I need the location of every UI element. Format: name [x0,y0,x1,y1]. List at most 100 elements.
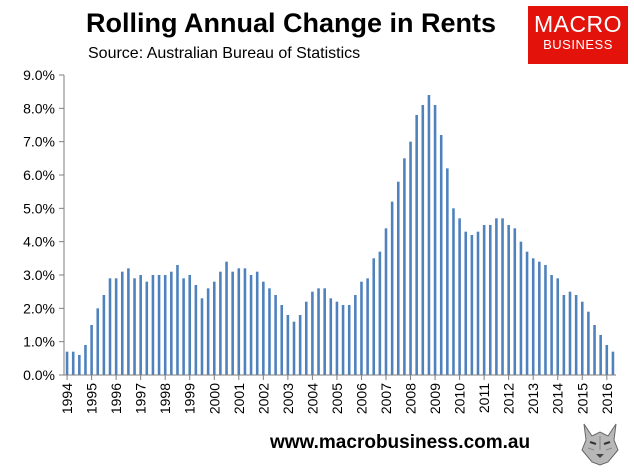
x-tick-label: 2003 [280,383,296,414]
bar [114,278,118,375]
bar [556,278,560,375]
y-tick-label: 7.0% [23,134,55,150]
bar [304,301,308,375]
bar [341,305,345,375]
bar [476,231,480,375]
bar [446,168,449,375]
x-tick-label: 2011 [476,383,492,413]
x-tick-label: 1998 [157,383,173,414]
bar [587,311,590,375]
bar [482,225,486,375]
bar [298,315,302,375]
bar [360,281,363,375]
bar [605,345,609,375]
y-tick-label: 0.0% [23,367,55,383]
bar [151,275,155,375]
footer-url[interactable]: www.macrobusiness.com.au [270,432,531,453]
bar [427,95,431,375]
logo-line-2: BUSINESS [543,37,613,52]
chart-subtitle: Source: Australian Bureau of Statistics [88,45,361,62]
bar [163,275,167,375]
bar [544,265,547,375]
bar [243,268,247,375]
x-tick-label: 2000 [206,383,222,414]
bar [329,298,333,375]
bar [219,271,222,375]
bar [488,225,492,375]
x-tick-label: 2013 [525,383,541,414]
bar [531,258,535,375]
bar [550,275,553,375]
x-tick-label: 1996 [108,383,124,414]
macrobusiness-logo: MACRO BUSINESS [528,6,628,64]
bar [599,335,602,375]
bar [458,218,461,375]
bar [78,355,81,375]
bar [84,345,87,375]
bar [225,261,228,375]
x-tick-label: 2014 [550,383,566,414]
bar [452,208,455,375]
bar [176,265,179,375]
bar [519,241,523,375]
x-tick-label: 2001 [231,383,247,414]
bar [372,258,376,375]
x-tick-label: 2007 [378,383,394,414]
y-tick-label: 5.0% [23,200,55,216]
x-tick-label: 2002 [255,383,271,414]
x-tick-label: 2012 [501,383,517,414]
bar [286,315,290,375]
bar [249,275,253,375]
bar [378,251,382,375]
y-tick-label: 8.0% [23,100,55,116]
bar [108,278,112,375]
chart-title: Rolling Annual Change in Rents [86,8,496,38]
bar [574,295,578,375]
y-tick-label: 1.0% [23,334,55,350]
wolf-logo-icon [578,420,622,466]
bar [194,285,198,375]
bar [409,141,412,375]
bar [120,271,124,375]
bar [513,228,517,375]
bar [464,231,468,375]
bar [231,271,234,375]
bar [280,305,284,375]
bar [384,228,388,375]
bar [525,251,529,375]
bar [433,105,437,375]
bar [593,325,596,375]
bar [182,278,185,375]
bar [262,281,265,375]
bar [335,301,339,375]
x-tick-label: 1994 [59,383,75,414]
bar [145,281,149,375]
bar [501,218,504,375]
bar [611,351,615,375]
y-tick-label: 9.0% [23,67,55,83]
bar [188,275,192,375]
bar [292,321,296,375]
bar [317,288,320,375]
bar [311,291,314,375]
x-tick-label: 2009 [427,383,443,414]
bar [102,295,106,375]
bar [415,115,418,375]
x-tick-label: 2005 [329,383,345,414]
bar [495,218,498,375]
x-tick-label: 1995 [84,383,100,414]
bar [90,325,93,375]
bar [470,235,474,375]
bar [200,298,204,375]
bar [347,305,351,375]
bar [580,301,584,375]
bar [390,201,394,375]
bar [212,281,216,375]
bar [274,295,277,375]
y-tick-label: 6.0% [23,167,55,183]
bar [237,268,241,375]
bar [439,135,443,375]
bar [396,181,400,375]
bar [507,225,510,375]
bar [255,271,259,375]
